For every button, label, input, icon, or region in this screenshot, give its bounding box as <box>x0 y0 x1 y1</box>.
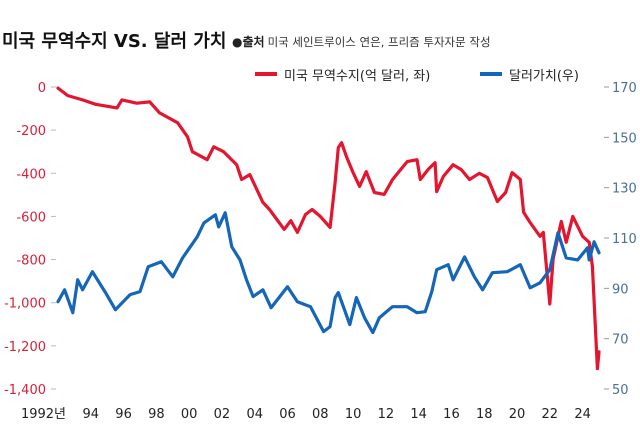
x-tick-label: 24 <box>574 407 591 422</box>
left-tick-label: -1,200 <box>4 340 46 355</box>
chart-title: 미국 무역수지 VS. 달러 가치 <box>2 31 226 52</box>
x-tick-label: 18 <box>476 407 493 422</box>
x-tick-label: 02 <box>214 407 231 422</box>
left-tick-label: -200 <box>16 124 46 139</box>
right-axis: 170 150 130 110 90 70 50 <box>604 81 637 398</box>
left-tick-label: -600 <box>16 210 46 225</box>
x-tick-label: 94 <box>83 407 100 422</box>
dollar-value-line <box>58 213 599 333</box>
x-tick-label: 10 <box>345 407 362 422</box>
left-tick-label: 0 <box>38 81 46 96</box>
source-text: 미국 세인트루이스 연은, 프리즘 투자자문 작성 <box>268 35 491 49</box>
x-tick-label: 96 <box>115 407 132 422</box>
x-tick-label: 22 <box>542 407 559 422</box>
series-layer <box>58 88 599 369</box>
right-tick-label: 70 <box>612 333 629 348</box>
left-tick-label: -800 <box>16 254 46 269</box>
source-bullet: ● <box>232 35 242 49</box>
right-tick-label: 90 <box>612 282 629 297</box>
left-tick-label: -400 <box>16 167 46 182</box>
x-tick-label: 20 <box>509 407 526 422</box>
x-tick-label: 08 <box>312 407 329 422</box>
right-tick-label: 50 <box>612 383 629 398</box>
right-tick-label: 170 <box>612 81 637 96</box>
source-label: 출처 <box>242 34 264 49</box>
source-line: ●출처 미국 세인트루이스 연은, 프리즘 투자자문 작성 <box>232 34 491 49</box>
x-tick-label: 06 <box>279 407 296 422</box>
left-axis: 0 -200 -400 -600 -800 -1,000 -1,200 -1,400 <box>4 81 56 398</box>
x-tick-label: 12 <box>378 407 395 422</box>
x-tick-label: 14 <box>410 407 427 422</box>
right-tick-label: 150 <box>612 131 637 146</box>
legend-label-trade-balance: 미국 무역수지(억 달러, 좌) <box>284 69 430 84</box>
left-tick-label: -1,400 <box>4 383 46 398</box>
x-axis: 1992년 94 96 98 00 02 04 06 08 10 12 14 16 18 20 22 24 <box>21 407 591 422</box>
legend-swatch-trade-balance <box>255 72 277 76</box>
x-tick-label: 00 <box>181 407 198 422</box>
right-tick-label: 110 <box>612 232 637 247</box>
legend: 미국 무역수지(억 달러, 좌) 달러가치(우) <box>255 69 579 84</box>
left-tick-label: -1,000 <box>4 297 46 312</box>
right-tick-label: 130 <box>612 182 637 197</box>
x-tick-label: 98 <box>148 407 165 422</box>
x-tick-label: 04 <box>246 407 263 422</box>
legend-label-dollar-value: 달러가치(우) <box>509 69 579 84</box>
x-tick-label: 16 <box>443 407 460 422</box>
legend-swatch-dollar-value <box>480 72 502 76</box>
x-tick-label: 1992년 <box>21 407 66 422</box>
